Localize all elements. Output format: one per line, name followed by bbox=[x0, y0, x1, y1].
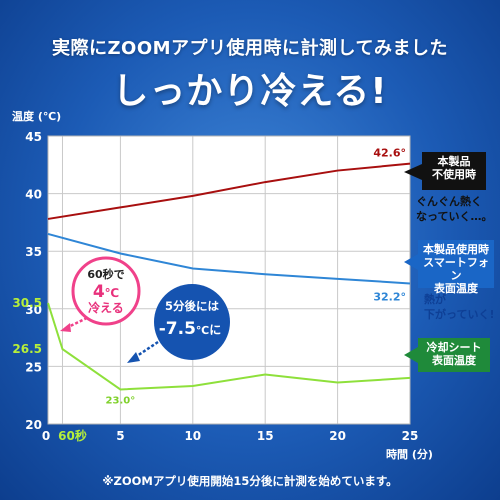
phone-box: 本製品使用時 スマートフォン 表面温度 bbox=[418, 240, 494, 295]
y-extra-label: 26.5 bbox=[12, 342, 42, 356]
x-tick-label: 20 bbox=[329, 429, 346, 443]
y-extra-label: 30.5 bbox=[12, 296, 42, 310]
phone-box-pointer bbox=[404, 254, 418, 270]
sixty-seconds-callout-circle bbox=[71, 256, 141, 326]
five-minutes-callout-circle bbox=[154, 284, 230, 360]
footnote: ※ZOOMアプリ使用開始15分後に計測を始めています。 bbox=[102, 474, 398, 488]
series-line-0 bbox=[47, 162, 411, 220]
tick-labels: 20 25 30 35 40 45 30.5 26.5 0 60秒 5 10 15 20 25 42.6° 32… bbox=[12, 130, 418, 443]
phone-note-line2: 下がっていく! bbox=[424, 308, 495, 321]
unused-note-line1: ぐんぐん熱く bbox=[416, 195, 482, 208]
point-label: 23.0° bbox=[106, 395, 136, 406]
sheet-box-pointer bbox=[404, 347, 418, 363]
headline-line1: 実際にZOOMアプリ使用時に計測してみました bbox=[51, 38, 449, 59]
unused-box-line1: 本製品 bbox=[437, 155, 471, 168]
x-tick-label: 0 bbox=[42, 429, 50, 443]
sixty-callout-value: 4℃ bbox=[93, 282, 119, 302]
sixty-callout-arrow bbox=[65, 316, 88, 330]
y-tick-label: 25 bbox=[25, 360, 42, 374]
sheet-box-line2: 表面温度 bbox=[432, 354, 476, 367]
sixty-callout-line3: 冷える bbox=[88, 300, 124, 315]
series-end-label: 32.2° bbox=[373, 290, 406, 303]
unused-note-line2: なっていく…。 bbox=[416, 210, 493, 223]
plot-frame bbox=[47, 135, 411, 425]
sixty-callout-arrowhead bbox=[60, 323, 71, 332]
series-group bbox=[47, 162, 411, 391]
phone-note-line1: 熱が bbox=[424, 293, 446, 306]
headline-line2: しっかり冷える! bbox=[112, 71, 388, 112]
y-tick-label: 40 bbox=[25, 188, 42, 202]
x-tick-label: 60秒 bbox=[58, 428, 87, 443]
phone-box-line3: 表面温度 bbox=[434, 282, 478, 295]
sheet-box: 冷却シート 表面温度 bbox=[418, 338, 490, 372]
series-line-2 bbox=[47, 302, 411, 391]
x-axis-title: 時間 (分) bbox=[386, 447, 433, 461]
sheet-box-line1: 冷却シート bbox=[426, 341, 482, 354]
phone-note: 熱が 下がっていく! bbox=[424, 292, 494, 322]
y-axis-title: 温度 (℃) bbox=[12, 109, 61, 123]
series-line-1 bbox=[47, 232, 411, 285]
sixty-callout-line1: 60秒で bbox=[87, 267, 124, 281]
unused-note: ぐんぐん熱く なっていく…。 bbox=[416, 194, 492, 224]
y-tick-label: 35 bbox=[25, 245, 42, 259]
y-tick-label: 30 bbox=[25, 303, 42, 317]
five-callout-arrowhead bbox=[127, 352, 140, 363]
unused-box: 本製品 不使用時 bbox=[422, 152, 486, 190]
x-tick-label: 5 bbox=[116, 429, 124, 443]
unused-box-pointer bbox=[404, 164, 422, 180]
y-tick-label: 20 bbox=[25, 418, 42, 432]
unused-box-line2: 不使用時 bbox=[432, 168, 476, 181]
x-tick-label: 10 bbox=[184, 429, 201, 443]
five-callout-value: -7.5℃に bbox=[159, 319, 222, 339]
x-tick-label: 15 bbox=[257, 429, 274, 443]
phone-box-line1: 本製品使用時 bbox=[423, 243, 489, 256]
series-end-label: 42.6° bbox=[373, 147, 406, 160]
y-tick-label: 45 bbox=[25, 130, 42, 144]
x-tick-label: 25 bbox=[402, 429, 419, 443]
grid bbox=[47, 135, 411, 425]
five-callout-line1: 5分後には bbox=[165, 299, 220, 313]
phone-box-line2: スマートフォン bbox=[423, 256, 489, 282]
